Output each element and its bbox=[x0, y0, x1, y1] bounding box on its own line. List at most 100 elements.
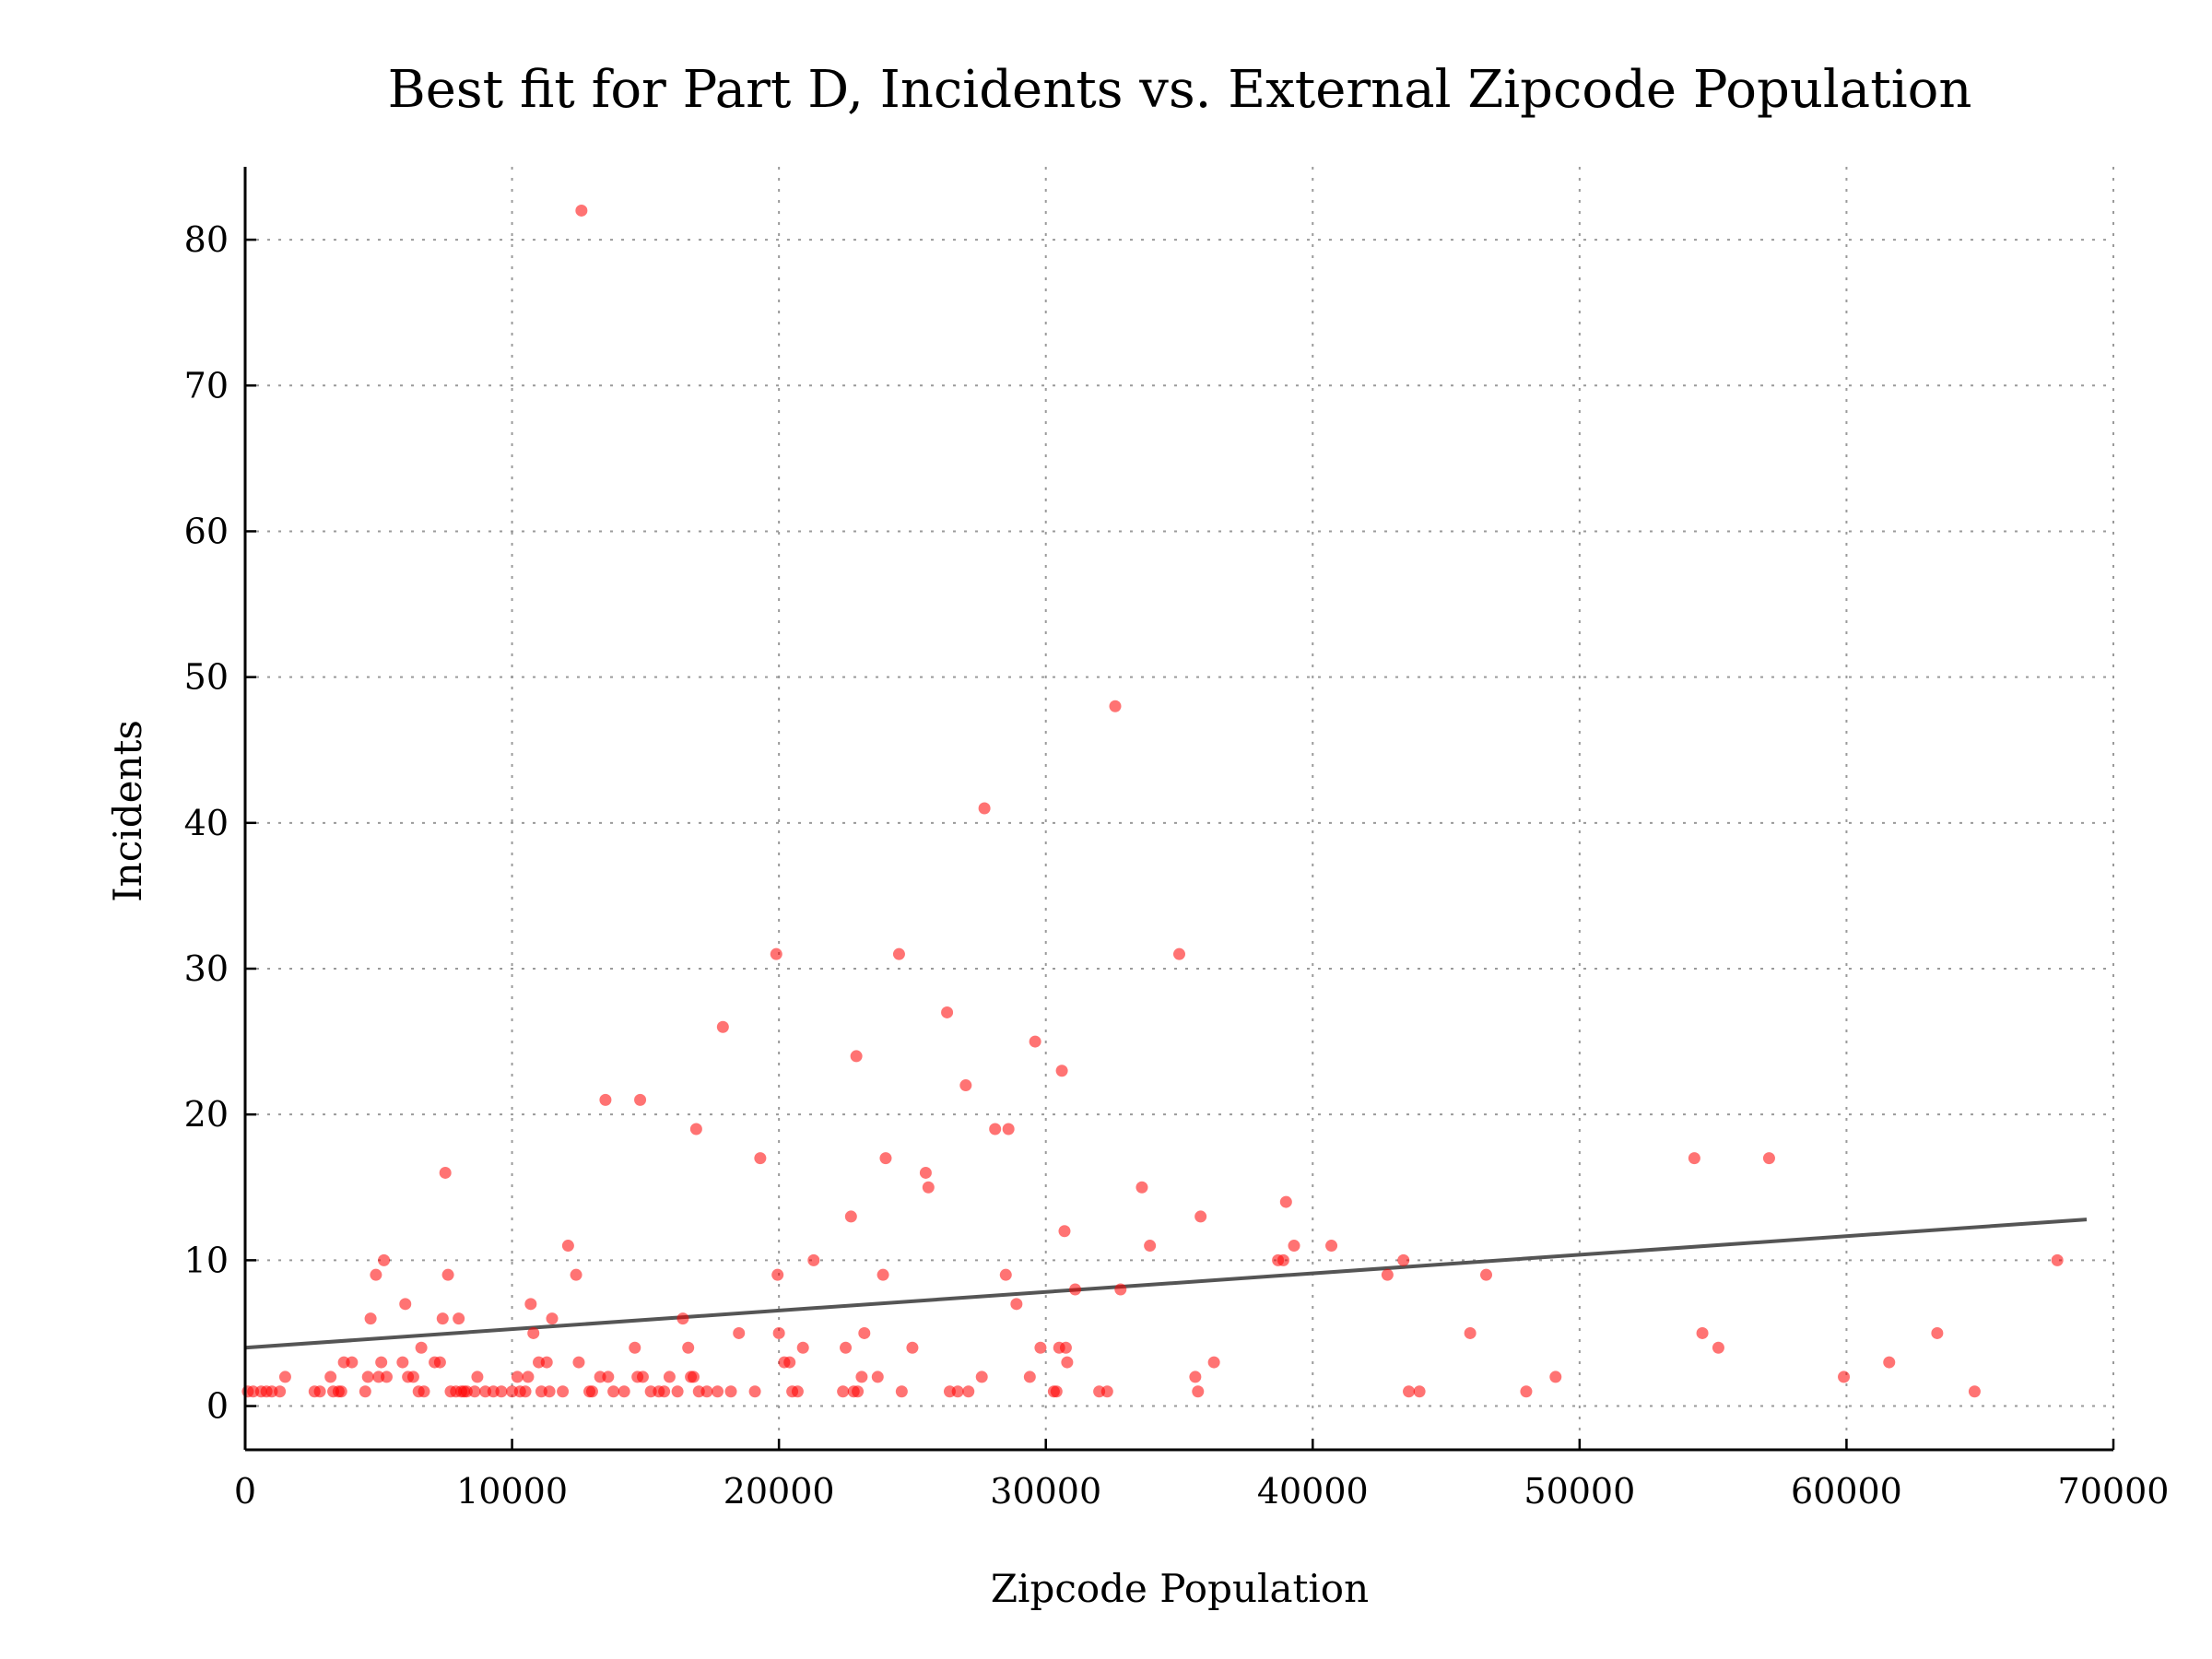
data-point bbox=[406, 1371, 419, 1383]
data-point bbox=[1010, 1298, 1023, 1311]
data-point bbox=[807, 1253, 820, 1266]
data-point bbox=[1413, 1385, 1426, 1398]
data-point bbox=[618, 1385, 630, 1398]
data-point bbox=[370, 1268, 382, 1281]
data-point bbox=[1931, 1326, 1944, 1339]
data-point bbox=[1403, 1385, 1416, 1398]
data-point bbox=[1381, 1268, 1394, 1281]
x-tick-label: 50000 bbox=[1524, 1471, 1635, 1512]
data-point bbox=[748, 1385, 761, 1398]
data-point bbox=[524, 1298, 537, 1311]
y-tick-label: 20 bbox=[184, 1094, 229, 1135]
data-point bbox=[1135, 1181, 1148, 1194]
data-point bbox=[724, 1385, 737, 1398]
data-point bbox=[511, 1371, 524, 1383]
data-point bbox=[629, 1341, 641, 1354]
data-point bbox=[796, 1341, 809, 1354]
data-point bbox=[1023, 1371, 1036, 1383]
data-point bbox=[543, 1385, 556, 1398]
data-point bbox=[1288, 1240, 1300, 1253]
data-point bbox=[975, 1371, 988, 1383]
data-point bbox=[855, 1371, 868, 1383]
data-point bbox=[922, 1181, 935, 1194]
data-point bbox=[1883, 1356, 1896, 1369]
data-point bbox=[1207, 1356, 1220, 1369]
y-tick-label: 50 bbox=[184, 657, 229, 698]
data-point bbox=[335, 1385, 347, 1398]
data-point bbox=[519, 1385, 532, 1398]
x-tick-label: 30000 bbox=[990, 1471, 1101, 1512]
data-point bbox=[1055, 1065, 1068, 1077]
data-point bbox=[313, 1385, 326, 1398]
grid bbox=[245, 167, 2114, 1450]
data-point bbox=[671, 1385, 684, 1398]
data-point bbox=[1192, 1385, 1205, 1398]
data-point bbox=[682, 1341, 695, 1354]
data-point bbox=[1968, 1385, 1981, 1398]
data-point bbox=[1189, 1371, 1202, 1383]
y-tick-label: 70 bbox=[184, 365, 229, 406]
data-point bbox=[1397, 1253, 1410, 1266]
data-point bbox=[962, 1385, 975, 1398]
data-point bbox=[495, 1385, 508, 1398]
data-point bbox=[1034, 1341, 1047, 1354]
data-point bbox=[634, 1093, 647, 1106]
data-point bbox=[999, 1268, 1012, 1281]
data-point bbox=[677, 1312, 689, 1325]
data-point bbox=[602, 1371, 615, 1383]
data-point bbox=[1277, 1253, 1289, 1266]
data-point bbox=[978, 802, 991, 815]
data-point bbox=[1279, 1195, 1292, 1208]
data-point bbox=[557, 1385, 570, 1398]
x-axis-label: Zipcode Population bbox=[991, 1566, 1369, 1611]
data-point bbox=[468, 1385, 481, 1398]
data-point bbox=[906, 1341, 919, 1354]
x-tick-label: 10000 bbox=[456, 1471, 568, 1512]
data-point bbox=[1480, 1268, 1493, 1281]
y-tick-label: 10 bbox=[184, 1240, 229, 1280]
data-point bbox=[375, 1356, 388, 1369]
data-point bbox=[570, 1268, 582, 1281]
data-point bbox=[716, 1020, 729, 1033]
data-point bbox=[850, 1050, 863, 1063]
data-point bbox=[2051, 1253, 2064, 1266]
data-point bbox=[772, 1326, 785, 1339]
points-layer bbox=[241, 204, 2064, 1398]
data-point bbox=[572, 1356, 585, 1369]
best-fit-layer bbox=[244, 1218, 2088, 1350]
axes bbox=[243, 167, 2115, 1452]
x-tick-label: 40000 bbox=[1257, 1471, 1369, 1512]
data-point bbox=[418, 1385, 430, 1398]
data-point bbox=[1114, 1283, 1127, 1296]
data-point bbox=[546, 1312, 559, 1325]
data-point bbox=[700, 1385, 713, 1398]
data-point bbox=[439, 1166, 452, 1179]
data-point bbox=[636, 1371, 649, 1383]
data-point bbox=[892, 947, 905, 960]
data-point bbox=[783, 1356, 796, 1369]
data-point bbox=[324, 1371, 337, 1383]
data-point bbox=[791, 1385, 804, 1398]
data-point bbox=[1002, 1123, 1015, 1135]
data-point bbox=[415, 1341, 428, 1354]
data-point bbox=[1712, 1341, 1724, 1354]
data-point bbox=[436, 1312, 449, 1325]
data-point bbox=[1688, 1152, 1700, 1165]
data-point bbox=[1838, 1371, 1851, 1383]
data-point bbox=[1173, 947, 1185, 960]
data-point bbox=[877, 1268, 889, 1281]
data-point bbox=[599, 1093, 612, 1106]
data-point bbox=[433, 1356, 446, 1369]
x-tick-label: 70000 bbox=[2058, 1471, 2170, 1512]
data-point bbox=[561, 1240, 574, 1253]
data-point bbox=[959, 1079, 972, 1092]
data-point bbox=[687, 1371, 700, 1383]
data-point bbox=[1325, 1240, 1338, 1253]
data-point bbox=[346, 1356, 359, 1369]
y-axis-label: Incidents bbox=[105, 720, 150, 902]
data-point bbox=[522, 1371, 535, 1383]
data-point bbox=[840, 1341, 853, 1354]
data-point bbox=[879, 1152, 892, 1165]
data-point bbox=[1050, 1385, 1063, 1398]
